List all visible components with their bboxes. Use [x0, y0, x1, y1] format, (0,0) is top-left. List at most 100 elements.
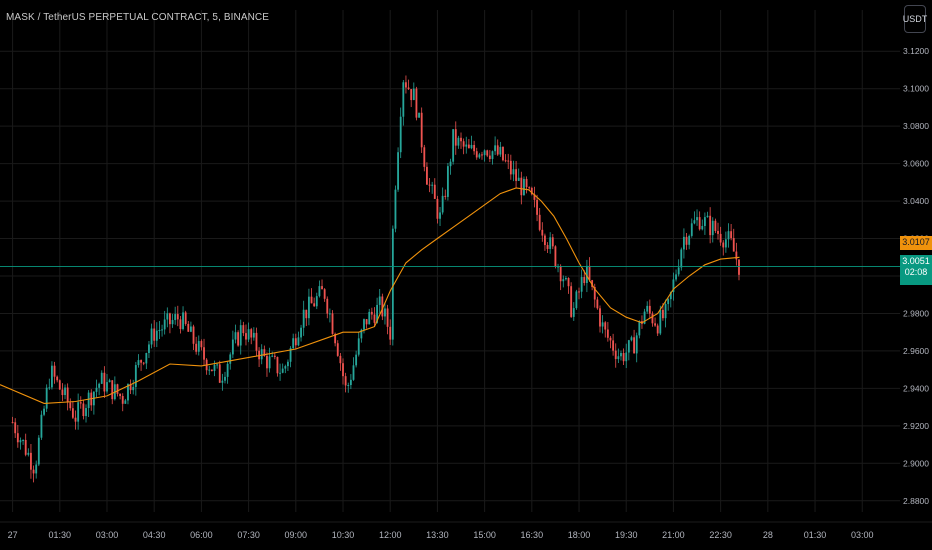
- candle-body: [654, 323, 656, 326]
- candle-body: [58, 380, 61, 390]
- candle-body: [449, 161, 452, 167]
- candle-body: [302, 309, 305, 328]
- time-tick-label: 10:30: [332, 530, 355, 540]
- candles-layer: [11, 75, 740, 483]
- time-axis: 27 01:30 03:00 04:30 06:00 07:30 09:00 10:30 12:…: [8, 530, 874, 540]
- time-tick-label: 19:30: [615, 530, 638, 540]
- candle-body: [431, 184, 434, 186]
- candle-body: [27, 452, 30, 455]
- candle-body: [722, 242, 725, 248]
- candle-body: [169, 313, 171, 325]
- candle-body: [242, 325, 245, 334]
- time-tick-label: 07:30: [237, 530, 260, 540]
- candle-body: [546, 245, 549, 249]
- candle-body: [355, 354, 358, 366]
- candle-body: [184, 312, 187, 324]
- candle-body: [153, 328, 156, 341]
- candle-body: [134, 365, 137, 387]
- candle-body: [106, 382, 108, 392]
- candle-body: [433, 184, 436, 199]
- candle-body: [255, 332, 258, 351]
- candle-body: [386, 308, 389, 327]
- candle-body: [667, 299, 670, 305]
- candle-body: [407, 87, 410, 90]
- time-tick-label: 03:00: [851, 530, 874, 540]
- candle-body: [397, 152, 399, 190]
- candle-body: [488, 155, 491, 159]
- candle-body: [234, 332, 237, 340]
- candle-body: [570, 286, 573, 317]
- candle-body: [426, 166, 428, 185]
- candle-body: [675, 274, 677, 280]
- candle-body: [14, 422, 17, 434]
- candle-body: [418, 112, 420, 118]
- candle-body: [646, 305, 649, 312]
- candle-body: [85, 408, 87, 417]
- candle-body: [48, 387, 51, 389]
- candle-body: [11, 422, 14, 424]
- candle-body: [452, 129, 455, 162]
- candle-body: [659, 309, 662, 334]
- candle-body: [82, 403, 85, 417]
- candle-body: [195, 343, 198, 352]
- candle-body: [292, 338, 295, 349]
- candle-body: [478, 154, 481, 158]
- candle-body: [633, 337, 636, 354]
- candle-body: [287, 361, 289, 367]
- candle-body: [465, 144, 468, 147]
- candle-body: [662, 309, 664, 319]
- candle-body: [483, 150, 486, 156]
- candle-body: [735, 251, 738, 260]
- time-tick-label: 12:00: [379, 530, 402, 540]
- candle-body: [585, 265, 588, 284]
- candle-body: [467, 144, 470, 149]
- price-tick-label: 2.9200: [903, 421, 929, 431]
- candle-body: [706, 215, 709, 218]
- candle-body: [95, 387, 98, 392]
- candle-body: [155, 330, 158, 341]
- candle-body: [142, 362, 145, 364]
- candle-body: [208, 369, 211, 371]
- price-tick-label: 2.9800: [903, 308, 929, 318]
- candle-body: [187, 323, 190, 332]
- candle-body: [405, 82, 407, 88]
- candle-body: [32, 469, 35, 474]
- candle-body: [281, 368, 284, 373]
- candle-body: [470, 144, 473, 149]
- candle-body: [79, 402, 82, 404]
- candle-body: [664, 304, 667, 319]
- candle-body: [61, 389, 64, 396]
- candle-body: [517, 177, 520, 181]
- candle-body: [224, 376, 226, 381]
- candle-body: [218, 364, 221, 383]
- candle-body: [310, 296, 313, 304]
- candle-body: [656, 325, 659, 334]
- candle-body: [357, 338, 360, 355]
- candle-body: [536, 199, 538, 215]
- time-tick-label: 01:30: [49, 530, 72, 540]
- candle-body: [538, 214, 541, 230]
- candle-body: [258, 350, 261, 360]
- candle-body: [612, 340, 615, 351]
- candle-body: [635, 335, 638, 354]
- candle-body: [669, 292, 672, 300]
- currency-button[interactable]: USDT: [903, 5, 927, 33]
- candle-body: [625, 352, 628, 362]
- candle-body: [313, 303, 316, 307]
- candle-body: [596, 299, 599, 309]
- price-tick-label: 2.9400: [903, 383, 929, 393]
- price-tick-label: 3.1200: [903, 46, 929, 56]
- candle-body: [300, 327, 302, 338]
- candle-body: [680, 249, 683, 268]
- candle-body: [108, 380, 111, 383]
- candle-body: [412, 88, 415, 101]
- chart-title: MASK / TetherUS PERPETUAL CONTRACT, 5, B…: [6, 12, 269, 23]
- time-tick-label: 16:30: [521, 530, 544, 540]
- candle-body: [588, 265, 591, 281]
- candle-body: [140, 360, 143, 363]
- candle-body: [231, 339, 234, 355]
- candle-body: [127, 384, 129, 401]
- candle-body: [606, 329, 609, 338]
- candle-body: [210, 369, 213, 371]
